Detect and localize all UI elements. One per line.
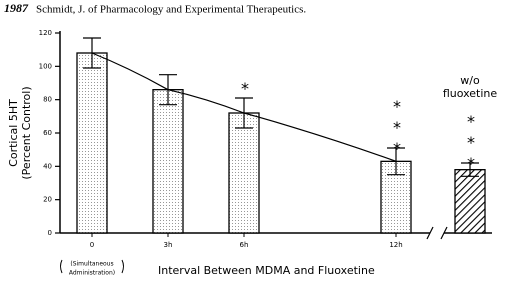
bar [228,112,260,234]
x-tick-label: 12h [389,241,402,249]
y-tick-label: 80 [43,96,52,104]
axis-break [426,226,434,240]
y-axis-title: Cortical 5HT [7,99,20,167]
y-tick-label: 100 [39,62,52,70]
x-tick-label: 6h [240,241,249,249]
category-note: (Simultaneous [70,261,113,268]
x-tick-label: 0 [90,241,94,249]
bar [454,169,486,234]
bar-note: w/o [460,74,480,87]
axis-break [440,226,448,240]
y-tick-label: 120 [39,29,52,37]
y-axis-title: (Percent Control) [20,86,33,179]
x-axis-title: Interval Between MDMA and Fluoxetine [158,264,375,277]
significance: *** [462,112,481,175]
y-tick-label: 40 [43,162,52,170]
bar-note: fluoxetine [443,87,498,100]
header-year: 1987 [4,1,29,15]
y-tick-label: 0 [48,229,52,237]
x-tick-label: 3h [164,241,173,249]
y-tick-label: 20 [43,196,52,204]
category-note: Administration) [69,270,115,277]
bar [76,52,108,234]
significance: *** [388,97,407,160]
y-tick-label: 60 [43,129,52,137]
fit-curve [91,52,397,162]
bar [152,89,184,234]
significance: * [236,79,255,100]
note-bracket [60,259,124,274]
header-citation: Schmidt, J. of Pharmacology and Experime… [36,4,306,16]
